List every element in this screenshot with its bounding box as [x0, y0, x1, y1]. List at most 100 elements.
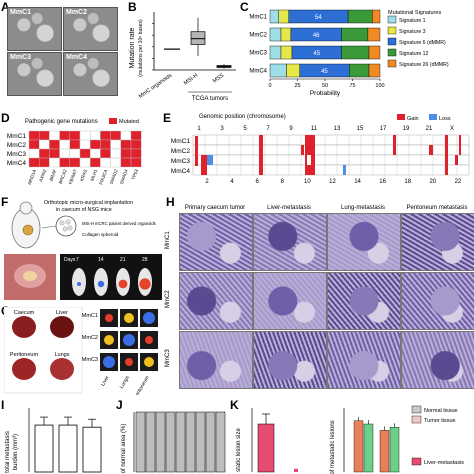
column-label: Liver: [100, 375, 111, 388]
chromosome-label: 10: [304, 179, 311, 185]
row-label: MmC3: [249, 51, 267, 57]
chromosome-label: 9: [289, 126, 293, 132]
panel-j-bars: % of normal area (%): [121, 411, 226, 474]
chromosome-label: 17: [380, 126, 387, 132]
gene-label: KRAS: [79, 169, 88, 182]
day-label: 21: [120, 257, 126, 263]
row-label: MmC3: [171, 158, 191, 165]
histology-image: [253, 272, 327, 330]
heat-cell: [28, 130, 40, 141]
row-label: MmC3: [7, 151, 27, 158]
organ-label: Peritoneum: [10, 352, 39, 358]
panel-k-label: K: [230, 398, 239, 412]
chromosome-label: 15: [357, 126, 364, 132]
heat-cell: [79, 148, 91, 159]
organ-label: Liver: [56, 310, 68, 316]
micrograph-tile: MmC2: [63, 7, 118, 51]
schematic-title: Orthotopic micro-surgical implantation: [44, 200, 133, 206]
bar: [294, 468, 298, 472]
micrograph-label: MmC1: [10, 9, 32, 16]
micrograph-label: MmC3: [10, 54, 32, 61]
bar: [185, 411, 196, 473]
ivis-signal: [104, 335, 114, 345]
day-label: 14: [98, 257, 104, 263]
gene-label: BRCA2: [58, 168, 68, 184]
panel-e-label: E: [163, 111, 172, 125]
histology-image: [327, 272, 401, 330]
legend-swatch: [387, 15, 397, 24]
heat-cell: [69, 148, 81, 159]
bar-segment: [269, 45, 282, 60]
organ-label: Caecum: [14, 310, 35, 316]
legend-swatch: [387, 59, 397, 68]
y-axis-label-2: (mutations per 10⁶ bases): [138, 19, 144, 77]
bar: [205, 411, 216, 473]
chromosome-label: 16: [379, 179, 386, 185]
panel-b-boxplot: Mutation rate (mutations per 10⁶ bases)Mm…: [129, 12, 236, 102]
heat-cell: [100, 130, 111, 141]
bar-segment: [341, 27, 369, 42]
row-label: MmC4: [171, 168, 191, 175]
histology-image: [253, 213, 327, 271]
heat-cell: [69, 130, 81, 141]
legend-swatch: [387, 48, 397, 57]
column-title: Primary caecum tumor: [184, 205, 246, 211]
ivis-signal: [125, 358, 133, 366]
bar-segment: [368, 63, 381, 78]
heat-cell: [100, 148, 111, 159]
panel-a-label: A: [1, 0, 10, 14]
legend-label: Signature 26 (dMMR): [399, 62, 449, 68]
row-label: MmC1: [249, 15, 267, 21]
y-axis-label: Mutation rate: [129, 27, 136, 68]
chromosome-label: 18: [404, 179, 411, 185]
chromosome-label: 3: [220, 126, 224, 132]
bar-segment: [367, 27, 381, 42]
organoid-icon: [59, 220, 65, 226]
heat-cell: [59, 157, 70, 168]
chromosome-label: 11: [311, 126, 318, 132]
heat-cell: [89, 157, 101, 168]
row-label: MmC3: [165, 349, 171, 367]
heat-cell: [79, 139, 91, 150]
panel-title: Genomic position (chromosome): [199, 114, 286, 120]
bar: [215, 411, 226, 473]
heat-cell: [28, 139, 40, 150]
chromosome-label: 20: [429, 179, 436, 185]
bar: [379, 430, 390, 473]
heat-cell: [59, 130, 70, 141]
histology-image: [401, 213, 474, 271]
spheroid-icon: [55, 215, 77, 237]
legend-label: Signature 1: [399, 18, 426, 24]
heat-cell: [79, 130, 91, 141]
panel-d-mutation-heatmap: Pathogenic gene mutations Mutated MmC1 MmC2…: [7, 118, 142, 186]
row-label: MmC1: [7, 133, 27, 140]
schematic-title-2: in caecum of NSG mice: [56, 207, 112, 213]
micrograph-tile: MmC4: [63, 52, 118, 96]
bar-segment: [347, 9, 373, 24]
track: [192, 144, 470, 156]
cnv-segment: [393, 135, 396, 155]
bar-segment: [269, 9, 280, 24]
mouse-head-icon: [19, 201, 33, 215]
panel-i-label: I: [1, 398, 5, 412]
bar: [257, 423, 275, 473]
bioluminescence-signal: [77, 282, 81, 286]
organ-photo: [12, 316, 36, 338]
heat-cell: [39, 148, 50, 159]
legend-swatch: [387, 37, 397, 46]
x-tick-label: 50: [322, 83, 328, 89]
bar: [363, 423, 374, 473]
bar: [145, 411, 156, 473]
chromosome-label: 4: [230, 179, 234, 185]
heat-cell: [59, 148, 70, 159]
heat-cell: [59, 139, 70, 150]
organ-photo: [50, 316, 74, 338]
organ-photo: [50, 358, 74, 380]
ivis-signal: [123, 334, 135, 346]
gene-label: AXIN2: [38, 168, 47, 182]
histology-image: [401, 331, 474, 389]
histology-image: [327, 331, 401, 389]
chromosome-label: 1: [197, 126, 201, 132]
chromosome-label: 14: [354, 179, 361, 185]
